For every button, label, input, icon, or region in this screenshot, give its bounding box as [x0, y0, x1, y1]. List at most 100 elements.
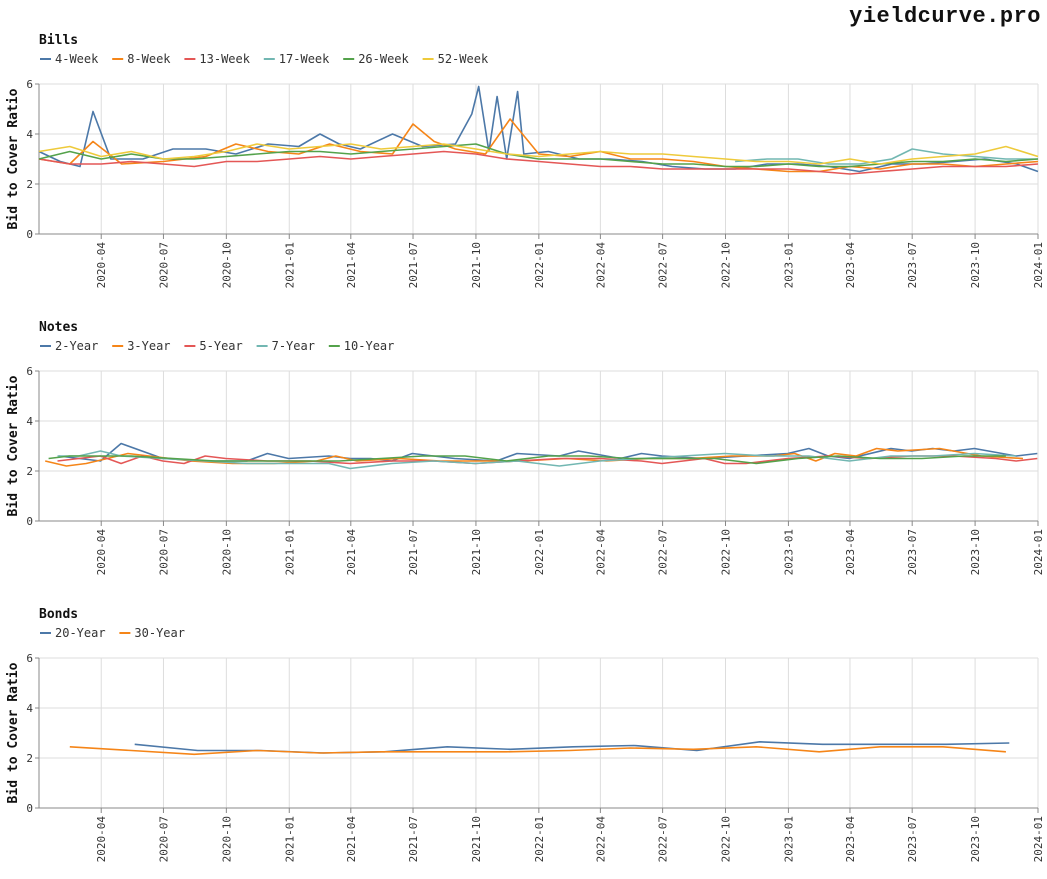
chart-title: Bills [39, 33, 78, 48]
series-line-52-week [38, 143, 1039, 165]
chart-title: Notes [39, 320, 78, 335]
y-tick-label: 4 [26, 128, 33, 141]
legend-item: 3-Year [112, 339, 171, 353]
x-tick-label: 2021-01 [283, 816, 296, 862]
legend-label: 2-Year [55, 339, 98, 353]
y-tick-label: 2 [26, 465, 33, 478]
x-tick-label: 2021-10 [470, 816, 483, 862]
chart-title: Bonds [39, 607, 78, 622]
series-line-17-week [735, 148, 1038, 165]
chart-panel-bonds: Bonds 20-Year 30-Year 0 2 4 6 2020-04 2020-07 202… [6, 607, 1045, 862]
x-tick-label: 2024-01 [1032, 816, 1045, 862]
y-tick-label: 0 [26, 228, 33, 241]
x-tick-label: 2021-10 [470, 529, 483, 575]
legend-label: 10-Year [344, 339, 395, 353]
x-tick-label: 2022-10 [720, 242, 733, 288]
series-line-2-year [58, 442, 1038, 462]
y-tick-label: 4 [26, 415, 33, 428]
y-tick-label: 6 [26, 78, 33, 91]
x-tick-label: 2021-04 [345, 529, 358, 576]
legend-item: 8-Week [112, 52, 171, 66]
x-tick-label: 2021-07 [407, 529, 420, 575]
legend-item: 2-Year [40, 339, 98, 353]
x-tick-label: 2020-04 [95, 242, 108, 289]
x-tick-label: 2020-07 [157, 529, 170, 575]
x-tick-label: 2023-07 [906, 816, 919, 862]
x-tick-label: 2024-01 [1032, 242, 1045, 288]
x-tick-label: 2024-01 [1032, 529, 1045, 575]
x-tick-label: 2021-07 [407, 816, 420, 862]
y-tick-label: 6 [26, 365, 33, 378]
x-tick-label: 2020-07 [157, 816, 170, 862]
legend-item: 4-Week [40, 52, 99, 66]
legend-item: 26-Week [343, 52, 410, 66]
series-line-10-year [48, 455, 1006, 465]
x-tick-label: 2021-01 [283, 529, 296, 575]
legend-item: 10-Year [328, 339, 395, 353]
y-tick-label: 2 [26, 752, 33, 765]
x-tick-label: 2022-01 [533, 242, 546, 288]
y-axis-label: Bid to Cover Ratio [6, 662, 21, 803]
legend-label: 5-Year [199, 339, 242, 353]
x-tick-label: 2023-04 [844, 816, 857, 863]
y-tick-label: 6 [26, 652, 33, 665]
legend-label: 7-Year [272, 339, 315, 353]
x-tick-label: 2022-04 [594, 242, 607, 289]
x-tick-label: 2022-10 [720, 529, 733, 575]
chart-panel-notes: Notes 2-Year 3-Year 5-Year 7-Year 10-Year 0 2 4 6… [6, 320, 1045, 575]
x-tick-label: 2023-01 [782, 529, 795, 575]
x-tick-label: 2022-07 [657, 242, 670, 288]
x-tick-label: 2020-10 [220, 529, 233, 575]
series-line-30-year [69, 745, 1006, 756]
legend-label: 3-Year [127, 339, 170, 353]
x-tick-label: 2022-04 [594, 816, 607, 863]
x-tick-label: 2022-01 [533, 529, 546, 575]
x-tick-label: 2021-01 [283, 242, 296, 288]
x-tick-label: 2022-04 [594, 529, 607, 576]
legend-item: 30-Year [119, 626, 185, 640]
legend-label: 4-Week [55, 52, 99, 66]
y-tick-label: 4 [26, 702, 33, 715]
x-tick-label: 2023-01 [782, 242, 795, 288]
legend-item: 13-Week [184, 52, 251, 66]
x-tick-label: 2023-10 [969, 242, 982, 288]
legend-item: 17-Week [263, 52, 330, 66]
legend-label: 17-Week [279, 52, 330, 66]
x-tick-label: 2023-10 [969, 529, 982, 575]
series-line-8-week [38, 118, 1039, 173]
chart-panel-bills: Bills 4-Week 8-Week 13-Week 17-Week 26-Week 52… [6, 33, 1045, 288]
legend-item: 5-Year [184, 339, 243, 353]
x-tick-label: 2020-10 [220, 816, 233, 862]
legend-label: 52-Week [438, 52, 489, 66]
y-tick-label: 2 [26, 178, 33, 191]
x-tick-label: 2023-07 [906, 529, 919, 575]
x-tick-label: 2021-04 [345, 242, 358, 289]
x-tick-label: 2020-04 [95, 529, 108, 576]
legend-label: 30-Year [134, 626, 185, 640]
y-axis-label: Bid to Cover Ratio [6, 88, 21, 229]
y-tick-label: 0 [26, 802, 33, 815]
legend-item: 7-Year [256, 339, 315, 353]
x-tick-label: 2023-04 [844, 242, 857, 289]
x-tick-label: 2021-07 [407, 242, 420, 288]
series-line-26-week [38, 143, 1039, 168]
x-tick-label: 2020-10 [220, 242, 233, 288]
x-tick-label: 2020-07 [157, 242, 170, 288]
x-tick-label: 2021-10 [470, 242, 483, 288]
x-tick-label: 2022-07 [657, 529, 670, 575]
x-tick-label: 2023-07 [906, 242, 919, 288]
y-axis-label: Bid to Cover Ratio [6, 375, 21, 516]
legend-label: 26-Week [358, 52, 409, 66]
x-tick-label: 2023-01 [782, 816, 795, 862]
x-tick-label: 2020-04 [95, 816, 108, 863]
x-tick-label: 2023-04 [844, 529, 857, 576]
y-tick-label: 0 [26, 515, 33, 528]
x-tick-label: 2022-10 [720, 816, 733, 862]
legend-label: 20-Year [55, 626, 106, 640]
legend-label: 8-Week [127, 52, 171, 66]
x-tick-label: 2023-10 [969, 816, 982, 862]
legend-item: 20-Year [40, 626, 106, 640]
brand-title: yieldcurve.pro [849, 4, 1041, 29]
x-tick-label: 2022-01 [533, 816, 546, 862]
